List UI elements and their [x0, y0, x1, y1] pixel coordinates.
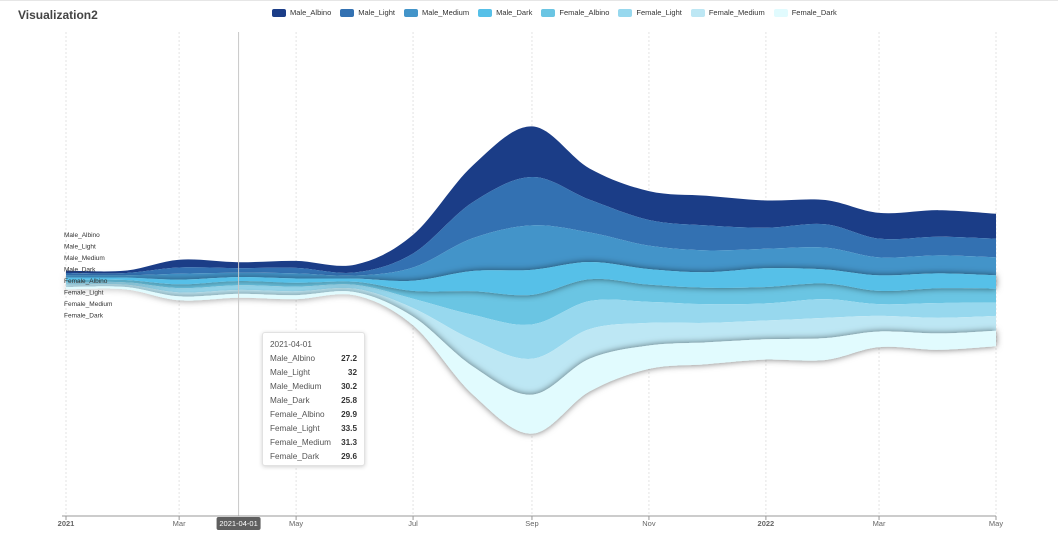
stream-male-albino[interactable]: [66, 126, 996, 274]
tooltip-series-value: 29.6: [341, 452, 357, 461]
stream-labels: Male_Albino Male_Light Male_Medium Male_Dar…: [64, 232, 112, 320]
legend-label: Female_Dark: [791, 8, 837, 17]
x-tick-label: May: [989, 519, 1003, 528]
legend-swatch: [773, 8, 788, 17]
x-axis: 2021 Mar May Jul Sep Nov 2022 Mar May: [58, 516, 1003, 528]
tooltip-row: Male_Albino 27.2: [270, 352, 357, 366]
tooltip-series-value: 31.3: [341, 438, 357, 447]
legend: Male_Albino Male_Light Male_Medium Male_Dar…: [272, 8, 846, 17]
tooltip-date: 2021-04-01: [270, 340, 312, 349]
legend-label: Female_Light: [636, 8, 682, 17]
tooltip-series-name: Male_Light: [270, 368, 311, 377]
tooltip-series-name: Male_Albino: [270, 354, 316, 363]
tooltip-series-name: Female_Light: [270, 424, 320, 433]
chart-title: Visualization2: [18, 8, 98, 22]
x-tick-label: Nov: [642, 519, 656, 528]
tooltip-series-value: 27.2: [341, 354, 357, 363]
legend-item-male-medium[interactable]: Male_Medium: [403, 8, 470, 17]
legend-item-female-light[interactable]: Female_Light: [618, 8, 682, 17]
stream-male-light[interactable]: [66, 177, 996, 276]
tooltip-series-value: 32: [347, 368, 357, 377]
tooltip-series-value: 29.9: [341, 410, 357, 419]
x-tick-label: 2022: [758, 519, 775, 528]
legend-swatch: [403, 8, 418, 17]
x-tick-label: Mar: [873, 519, 886, 528]
x-tick-label: Mar: [173, 519, 186, 528]
tooltip-series-name: Female_Dark: [270, 452, 320, 461]
stream-label: Female_Medium: [64, 301, 112, 308]
legend-item-female-albino[interactable]: Female_Albino: [541, 8, 609, 17]
stream-male-dark[interactable]: [66, 262, 996, 296]
top-divider: [0, 0, 1058, 1]
stream-male-medium[interactable]: [66, 225, 996, 282]
tooltip: 2021-04-01 Male_Albino 27.2 Male_Light 32 Ma…: [262, 332, 365, 466]
stream-label: Male_Medium: [64, 255, 105, 262]
tooltip-row: Female_Light 33.5: [270, 422, 357, 436]
x-tick-label: Jul: [408, 519, 418, 528]
legend-item-male-albino[interactable]: Male_Albino: [272, 8, 331, 17]
legend-swatch: [690, 8, 705, 17]
tooltip-series-value: 25.8: [341, 396, 357, 405]
legend-item-female-dark[interactable]: Female_Dark: [773, 8, 837, 17]
legend-label: Male_Light: [358, 8, 395, 17]
x-tick-label: May: [289, 519, 303, 528]
tooltip-series-name: Male_Dark: [270, 396, 310, 405]
legend-label: Female_Albino: [559, 8, 610, 17]
legend-item-male-dark[interactable]: Male_Dark: [478, 8, 532, 17]
stream-label: Male_Dark: [64, 267, 96, 274]
legend-label: Male_Dark: [496, 8, 533, 17]
tooltip-series-value: 33.5: [341, 424, 357, 433]
x-tick-label: 2021: [58, 519, 75, 528]
tooltip-row: Male_Light 32: [270, 366, 357, 380]
tooltip-row: Female_Medium 31.3: [270, 436, 357, 450]
stream-label: Female_Albino: [64, 278, 108, 285]
legend-label: Female_Medium: [708, 8, 765, 17]
stream-label: Female_Light: [64, 290, 104, 297]
stream-female-dark[interactable]: [66, 286, 996, 434]
tooltip-series-value: 30.2: [341, 382, 357, 391]
legend-swatch: [478, 8, 493, 17]
stream-layers[interactable]: [66, 126, 996, 434]
tooltip-row: Male_Medium 30.2: [270, 380, 357, 394]
stream-female-albino[interactable]: [66, 278, 996, 325]
tooltip-row: Female_Dark 29.6: [270, 450, 357, 464]
legend-swatch: [272, 8, 286, 17]
legend-swatch: [618, 8, 633, 17]
tooltip-row: Female_Albino 29.9: [270, 408, 357, 422]
legend-item-male-light[interactable]: Male_Light: [340, 8, 395, 17]
crosshair-badge-bg: [216, 517, 261, 530]
crosshair-date-label: 2021-04-01: [219, 519, 257, 528]
legend-label: Male_Albino: [290, 8, 332, 17]
legend-swatch: [541, 8, 556, 17]
x-tick-label: Sep: [525, 519, 538, 528]
tooltip-series-name: Female_Medium: [270, 438, 331, 447]
crosshair-badge: 2021-04-01: [216, 517, 261, 530]
stream-label: Male_Albino: [64, 232, 100, 239]
legend-swatch: [340, 8, 355, 17]
stream-female-medium[interactable]: [66, 284, 996, 395]
stream-label: Female_Dark: [64, 313, 104, 320]
tooltip-rows: Male_Albino 27.2 Male_Light 32 Male_Medium 30…: [270, 352, 357, 464]
tooltip-row: Male_Dark 25.8: [270, 394, 357, 408]
stream-label: Male_Light: [64, 244, 96, 251]
stream-female-light[interactable]: [66, 281, 996, 359]
legend-item-female-medium[interactable]: Female_Medium: [690, 8, 765, 17]
tooltip-series-name: Female_Albino: [270, 410, 325, 419]
legend-label: Male_Medium: [421, 8, 470, 17]
tooltip-series-name: Male_Medium: [270, 382, 322, 391]
